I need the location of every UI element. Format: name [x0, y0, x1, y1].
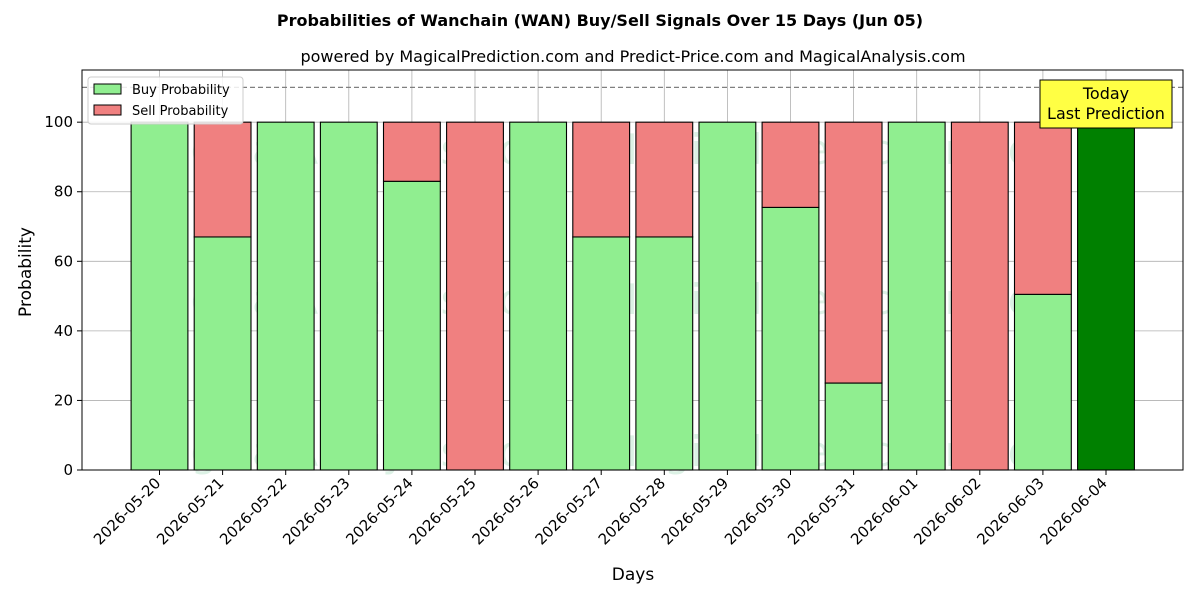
bar-sell [1013, 121, 1072, 295]
x-tick-label: 2026-05-22 [216, 474, 290, 548]
x-tick-label: 2026-06-01 [847, 474, 921, 548]
bar-buy [887, 121, 946, 471]
x-tick-label: 2026-05-20 [90, 474, 164, 548]
bar-buy [319, 121, 378, 471]
bar-sell [761, 121, 820, 208]
bar-sell [193, 121, 252, 238]
legend-label: Buy Probability [132, 83, 230, 98]
legend: Buy Probability Sell Probability [87, 76, 244, 125]
x-tick-label: 2026-05-31 [784, 474, 858, 548]
x-tick-label: 2026-05-25 [405, 474, 479, 548]
bar-buy [382, 180, 441, 471]
x-tick-label: 2026-05-30 [721, 474, 795, 548]
x-tick-label: 2026-05-24 [342, 474, 416, 548]
x-tick-label: 2026-05-28 [595, 474, 669, 548]
y-axis-ticks: 0 20 40 60 80 100 [44, 113, 82, 479]
bar-buy [256, 121, 315, 471]
bar-sell [446, 121, 504, 471]
x-tick-label: 2026-05-29 [658, 474, 732, 548]
x-tick-label: 2026-06-02 [910, 474, 984, 548]
bar-buy [1077, 121, 1135, 471]
today-box-frame [1039, 79, 1173, 129]
bar-buy [193, 236, 252, 471]
today-annotation-text: Last Prediction [1047, 104, 1165, 123]
bar-buy [761, 206, 820, 471]
bars [130, 121, 1135, 471]
x-tick-label: 2026-06-03 [973, 474, 1047, 548]
x-axis-ticks: 2026-05-202026-05-212026-05-222026-05-23… [90, 470, 1111, 548]
plot-frame [81, 69, 1184, 471]
y-tick-label: 80 [54, 183, 73, 201]
x-tick-label: 2026-05-26 [469, 474, 543, 548]
bar-buy [130, 121, 189, 471]
x-axis-label: Days [612, 565, 655, 585]
bar-sell [950, 121, 1009, 471]
x-tick-label: 2026-05-27 [532, 474, 606, 548]
bar-sell [635, 121, 694, 238]
bar-buy [572, 236, 631, 471]
y-axis-label: Probability [16, 227, 36, 317]
chart-title: Probabilities of Wanchain (WAN) Buy/Sell… [277, 11, 923, 30]
y-tick-label: 20 [54, 391, 73, 409]
today-annotation-text: Today [1082, 84, 1129, 103]
x-tick-label: 2026-05-21 [153, 474, 227, 548]
bar-sell [382, 121, 441, 182]
legend-swatch [93, 104, 122, 116]
y-tick-label: 100 [44, 113, 73, 131]
bar-sell [572, 121, 631, 238]
y-tick-label: 40 [54, 322, 73, 340]
y-tick-label: 0 [63, 461, 73, 479]
bar-buy [635, 236, 694, 471]
legend-label: Sell Probability [132, 104, 229, 119]
x-tick-label: 2026-05-23 [279, 474, 353, 548]
bar-buy [698, 121, 757, 471]
bar-buy [509, 121, 568, 471]
bar-buy [824, 382, 883, 471]
x-tick-label: 2026-06-04 [1036, 474, 1110, 548]
legend-swatch [93, 83, 122, 95]
y-tick-label: 60 [54, 252, 73, 270]
legend-frame [87, 76, 244, 125]
bar-buy [1013, 293, 1072, 471]
chart-subtitle: powered by MagicalPrediction.com and Pre… [300, 47, 965, 66]
bar-sell [824, 121, 883, 384]
